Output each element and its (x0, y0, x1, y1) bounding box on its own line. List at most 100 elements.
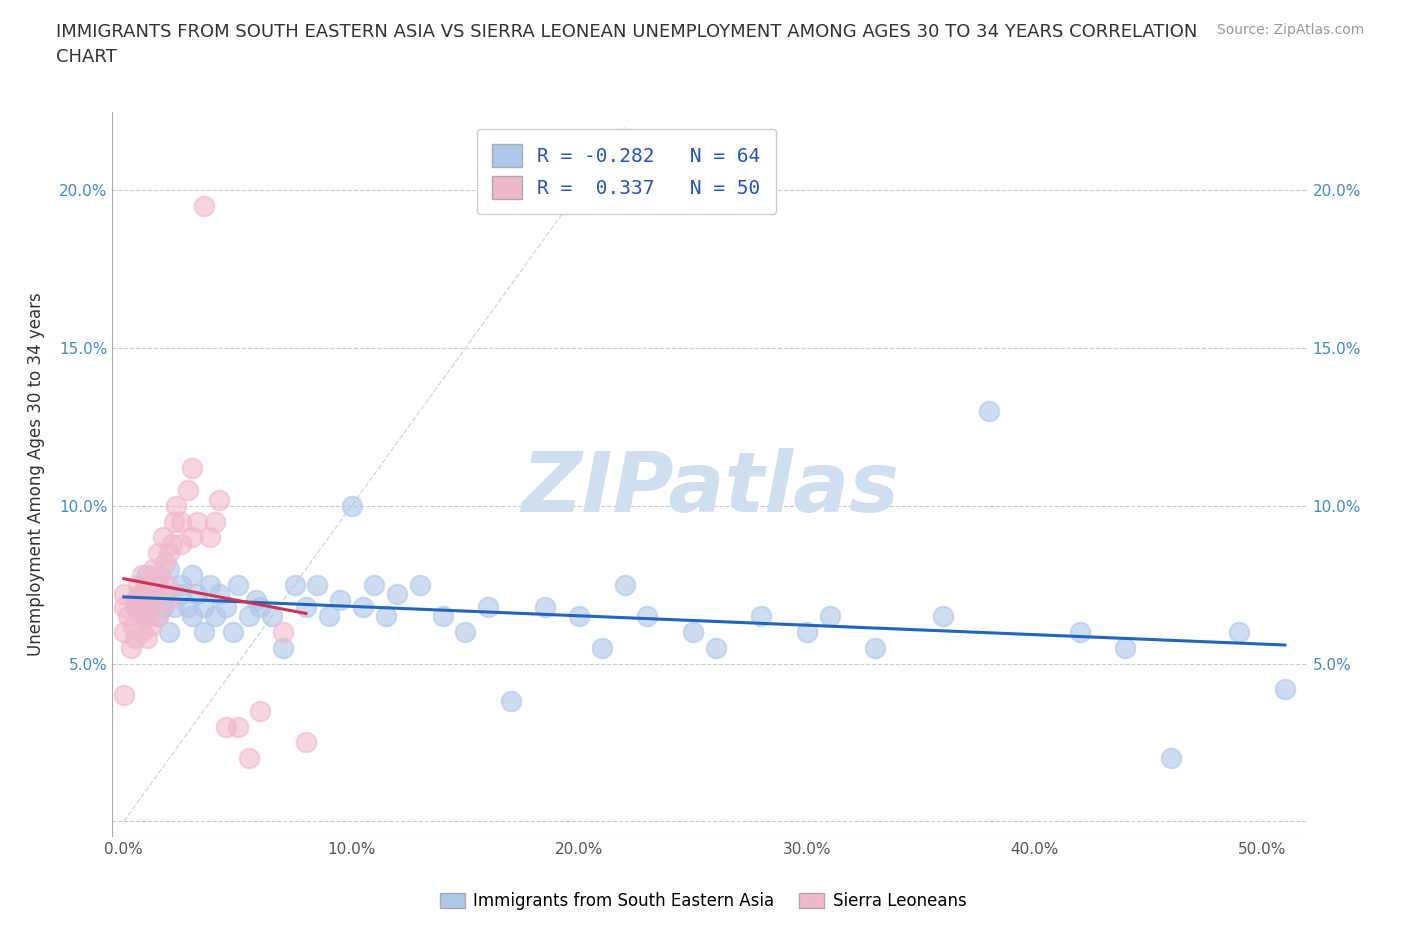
Point (260, 609, 283, 624)
Point (135, 568, 157, 583)
Point (307, 578, 329, 592)
Legend: R = -0.282   N = 64, R =  0.337   N = 50: R = -0.282 N = 64, R = 0.337 N = 50 (477, 128, 776, 214)
Point (120, 641, 142, 656)
Point (124, 631, 146, 645)
Point (146, 609, 169, 624)
Text: IMMIGRANTS FROM SOUTH EASTERN ASIA VS SIERRA LEONEAN UNEMPLOYMENT AMONG AGES 30 : IMMIGRANTS FROM SOUTH EASTERN ASIA VS SI… (56, 23, 1198, 66)
Point (749, 609, 772, 624)
Point (152, 530, 174, 545)
Point (176, 483, 198, 498)
Point (193, 625, 215, 640)
Point (818, 609, 841, 624)
Point (156, 578, 179, 592)
Point (215, 719, 238, 734)
Point (163, 599, 186, 614)
Point (135, 609, 157, 624)
Point (1069, 625, 1091, 640)
Point (200, 530, 222, 545)
Point (295, 599, 318, 614)
Point (153, 555, 176, 570)
Point (135, 609, 157, 624)
Point (170, 537, 193, 551)
Point (245, 593, 267, 608)
Point (409, 578, 432, 592)
Point (374, 609, 396, 624)
Point (157, 593, 180, 608)
Point (385, 587, 408, 602)
Point (1274, 682, 1296, 697)
Point (160, 537, 183, 551)
Point (170, 578, 193, 592)
Point (226, 578, 249, 592)
Point (128, 609, 150, 624)
Point (146, 546, 169, 561)
Point (153, 587, 176, 602)
Point (176, 599, 198, 614)
Legend: Immigrants from South Eastern Asia, Sierra Leoneans: Immigrants from South Eastern Asia, Sier… (433, 885, 973, 917)
Point (117, 609, 139, 624)
Point (128, 587, 150, 602)
Point (181, 460, 204, 475)
Point (591, 641, 613, 656)
Point (138, 599, 160, 614)
Point (181, 609, 204, 624)
Point (112, 587, 135, 602)
Point (222, 625, 245, 640)
Point (295, 735, 318, 750)
Point (170, 587, 193, 602)
Point (636, 609, 658, 624)
Point (141, 578, 163, 592)
Point (163, 514, 186, 529)
Point (208, 587, 231, 602)
Point (112, 599, 135, 614)
Point (613, 578, 636, 592)
Point (193, 599, 215, 614)
Point (534, 599, 557, 614)
Point (157, 562, 180, 577)
Point (682, 625, 704, 640)
Point (432, 609, 454, 624)
Point (704, 641, 727, 656)
Point (186, 587, 208, 602)
Point (122, 618, 145, 633)
Point (352, 599, 374, 614)
Point (340, 498, 363, 513)
Point (112, 625, 135, 640)
Point (131, 568, 153, 583)
Text: ZIPatlas: ZIPatlas (522, 448, 898, 529)
Point (124, 599, 146, 614)
Point (271, 625, 294, 640)
Point (284, 578, 307, 592)
Point (157, 546, 180, 561)
Point (1227, 625, 1250, 640)
Text: Source: ZipAtlas.com: Source: ZipAtlas.com (1216, 23, 1364, 37)
Point (131, 587, 153, 602)
Point (363, 578, 385, 592)
Point (135, 631, 157, 645)
Point (146, 609, 169, 624)
Point (193, 199, 215, 214)
Point (226, 719, 249, 734)
Point (932, 609, 955, 624)
Point (977, 404, 1000, 418)
Point (477, 599, 499, 614)
Point (249, 599, 271, 614)
Point (200, 578, 222, 592)
Y-axis label: Unemployment Among Ages 30 to 34 years: Unemployment Among Ages 30 to 34 years (27, 292, 45, 657)
Point (1114, 641, 1136, 656)
Point (318, 609, 340, 624)
Point (186, 514, 208, 529)
Point (112, 687, 135, 702)
Point (249, 703, 271, 718)
Point (142, 562, 165, 577)
Point (181, 568, 204, 583)
Point (238, 751, 260, 765)
Point (329, 593, 352, 608)
Point (181, 530, 204, 545)
Point (149, 568, 172, 583)
Point (165, 498, 187, 513)
Point (170, 514, 193, 529)
Point (271, 641, 294, 656)
Point (127, 578, 149, 592)
Point (141, 593, 163, 608)
